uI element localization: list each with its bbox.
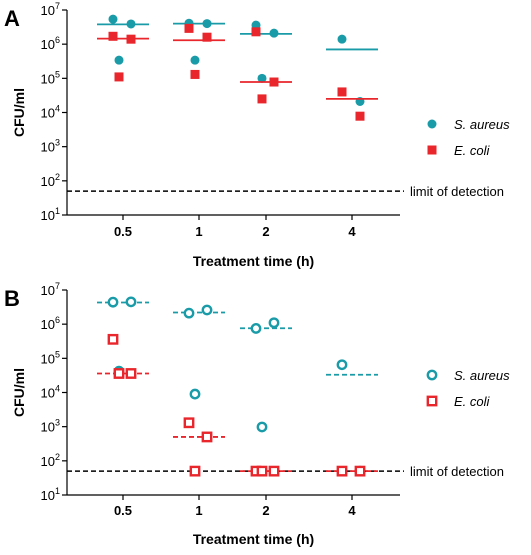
panel-a-x-tick-label: 2 (262, 224, 269, 239)
panel-a-data-point (202, 32, 212, 42)
panel-a-data-point (269, 77, 279, 87)
panel-a-data-point (190, 55, 200, 65)
panel-b-data-point (336, 359, 348, 371)
panel-b-data-point (183, 307, 195, 319)
panel-a-data-point (190, 69, 200, 79)
panel-b-data-point (107, 333, 119, 345)
panel-b-data-point (125, 368, 137, 379)
panel-a-x-tick-label: 1 (195, 224, 202, 239)
panel-b-data-point (125, 296, 137, 308)
panel-a-y-tick-label: 107 (41, 1, 60, 18)
panel-b-data-point (201, 431, 213, 443)
panel-b-y-tick-label: 101 (41, 486, 60, 503)
panel-b-y-axis-title: CFU/ml (11, 368, 27, 417)
panel-b-x-tick-label: 0.5 (114, 503, 132, 518)
panel-a-y-tick-label: 106 (41, 35, 60, 52)
panel-a-data-point (126, 19, 136, 29)
panel-a-data-point (337, 34, 347, 44)
panel-b-x-tick-label: 4 (348, 503, 356, 518)
panel-a-data-point (126, 34, 136, 44)
panel-b-legend-label: S. aureus (454, 368, 510, 383)
panel-a-x-axis-title: Treatment time (h) (193, 253, 314, 269)
panel-b-data-point (256, 421, 268, 433)
panel-a-legend-marker (427, 145, 437, 155)
panel-b-x-axis-title: Treatment time (h) (193, 531, 314, 547)
panel-a-y-tick-label: 103 (41, 138, 60, 155)
panel-a-detection-limit-label: limit of detection (410, 184, 504, 199)
panel-b-data-point (268, 317, 280, 329)
panel-b-data-point (113, 368, 125, 379)
panel-b-detection-limit-label: limit of detection (410, 464, 504, 479)
panel-a-data-point (257, 94, 267, 104)
panel-a-data-point (202, 19, 212, 29)
panel-a-data-point (269, 28, 279, 38)
panel-b-legend-marker (426, 395, 438, 407)
panel-b-data-point (354, 465, 366, 477)
panel-a-data-point (355, 111, 365, 121)
panel-a-data-point (184, 23, 194, 33)
panel-b-series-s-aureus (97, 296, 378, 477)
panel-b-data-point (183, 417, 195, 429)
panel-a-legend-label: S. aureus (454, 117, 510, 132)
panel-b-series-e-coli (97, 333, 378, 477)
panel-a-x-tick-label: 0.5 (114, 224, 132, 239)
panel-b-data-point (107, 296, 119, 308)
panel-a-y-axis-title: CFU/ml (11, 88, 27, 137)
panel-a-series-s-aureus (97, 14, 378, 106)
panel-b-y-tick-label: 107 (41, 281, 60, 298)
panel-b-letter: B (4, 286, 20, 311)
panel-a-data-point (108, 14, 118, 24)
panel-a-legend-label: E. coli (454, 143, 491, 158)
panel-a-data-point (114, 72, 124, 82)
panel-b-legend-label: E. coli (454, 394, 491, 409)
panel-a-legend-marker (427, 119, 437, 129)
panel-b-y-tick-label: 103 (41, 418, 60, 435)
chart-panel-a: A 101 102 103 104 105 106 107 CFU/ml 0.5 1 2 4 Treatm… (4, 1, 510, 269)
chart-panel-b: B 101 102 103 104 105 106 107 CFU/ml 0.5 1 2 4 Treatm… (4, 281, 510, 547)
panel-b-data-point (189, 465, 201, 477)
panel-a-data-point (108, 31, 118, 41)
panel-b-legend-marker (426, 369, 438, 381)
panel-a-data-point (251, 27, 261, 37)
panel-b-data-point (250, 323, 262, 334)
panel-b-data-point (268, 465, 280, 477)
panel-b-data-point (189, 388, 201, 400)
panel-b-data-point (256, 465, 268, 477)
panel-a-y-tick-label: 101 (41, 206, 60, 223)
panel-b-y-tick-label: 106 (41, 315, 60, 332)
panel-a-series-e-coli (97, 23, 378, 121)
panel-a-y-tick-label: 102 (41, 172, 60, 189)
panel-b-y-tick-label: 104 (41, 384, 60, 401)
panel-a-data-point (337, 87, 347, 97)
panel-b-data-point (336, 465, 348, 477)
panel-b-y-tick-label: 102 (41, 452, 60, 469)
panel-b-x-tick-label: 2 (262, 503, 269, 518)
panel-a-data-point (114, 55, 124, 65)
panel-a-x-tick-label: 4 (348, 224, 356, 239)
panel-b-data-point (201, 304, 213, 316)
panel-a-letter: A (4, 6, 20, 31)
panel-a-data-point (257, 73, 267, 83)
panel-b-x-tick-label: 1 (195, 503, 202, 518)
panel-a-y-tick-label: 105 (41, 69, 60, 86)
panel-a-y-tick-label: 104 (41, 104, 60, 121)
panel-b-y-tick-label: 105 (41, 349, 60, 366)
